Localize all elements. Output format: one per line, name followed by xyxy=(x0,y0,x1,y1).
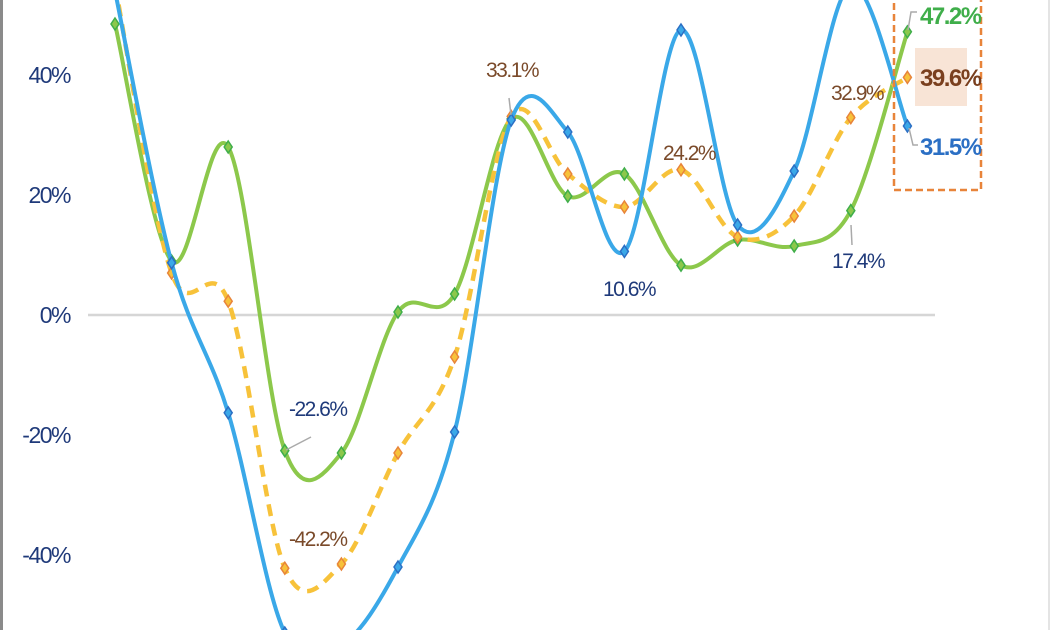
diamond-marker-icon[interactable] xyxy=(619,244,630,259)
window-right-border xyxy=(1048,0,1050,630)
data-label: 17.4% xyxy=(832,250,885,273)
diamond-marker-icon[interactable] xyxy=(845,110,856,125)
diamond-marker-icon[interactable] xyxy=(676,162,686,178)
diamond-marker-icon[interactable] xyxy=(223,139,234,155)
diamond-marker-icon[interactable] xyxy=(789,163,800,179)
y-tick-label: 0% xyxy=(40,302,71,328)
highlight-label-background xyxy=(915,48,967,106)
diamond-marker-icon[interactable] xyxy=(732,217,743,233)
leader-line xyxy=(908,127,918,146)
diamond-marker-icon[interactable] xyxy=(449,349,460,365)
diamond-marker-icon[interactable] xyxy=(902,24,913,40)
last-point-highlight-box xyxy=(892,0,983,192)
leader-line xyxy=(850,224,853,246)
series-orange-series xyxy=(115,0,913,594)
diamond-marker-icon[interactable] xyxy=(336,556,347,572)
data-label: -22.6% xyxy=(289,398,347,421)
diamond-marker-icon[interactable] xyxy=(845,203,856,218)
data-label: 33.1% xyxy=(486,59,539,82)
diamond-marker-icon[interactable] xyxy=(279,560,290,576)
leader-line xyxy=(285,436,312,451)
diamond-marker-icon[interactable] xyxy=(223,293,234,309)
leader-line xyxy=(907,11,917,31)
diamond-marker-icon[interactable] xyxy=(789,238,800,254)
diamond-marker-icon[interactable] xyxy=(166,255,177,271)
end-value-label: 47.2% xyxy=(920,3,982,30)
diamond-marker-icon[interactable] xyxy=(336,445,347,461)
diamond-marker-icon[interactable] xyxy=(902,70,913,85)
diamond-marker-icon[interactable] xyxy=(676,257,686,273)
diamond-marker-icon[interactable] xyxy=(619,166,630,182)
series-line xyxy=(115,0,909,594)
diamond-marker-icon[interactable] xyxy=(789,208,800,224)
diamond-marker-icon[interactable] xyxy=(619,199,630,215)
diamond-marker-icon[interactable] xyxy=(676,22,686,38)
diamond-marker-icon[interactable] xyxy=(562,166,573,182)
window-left-border xyxy=(0,0,3,630)
end-value-label: 31.5% xyxy=(920,134,982,161)
data-label: 10.6% xyxy=(603,278,656,301)
series-line xyxy=(113,23,910,483)
end-labels: 47.2% 39.6% 31.5% xyxy=(907,3,983,161)
y-tick-label: -40% xyxy=(22,542,71,568)
diamond-marker-icon[interactable] xyxy=(562,188,573,204)
y-tick-label: -20% xyxy=(22,422,71,448)
diamond-marker-icon[interactable] xyxy=(223,405,234,421)
y-tick-label: 40% xyxy=(28,62,71,88)
diamond-marker-icon[interactable] xyxy=(562,124,573,140)
y-axis: -40% -20% 0% 20% 40% xyxy=(22,62,72,568)
diamond-marker-icon[interactable] xyxy=(393,445,403,461)
diamond-marker-icon[interactable] xyxy=(110,16,120,32)
leader-line xyxy=(508,97,512,116)
diamond-marker-icon[interactable] xyxy=(449,286,460,302)
diamond-marker-icon[interactable] xyxy=(393,304,403,320)
diamond-marker-icon[interactable] xyxy=(393,559,403,575)
diamond-marker-icon[interactable] xyxy=(449,424,460,440)
series-blue-series xyxy=(114,0,913,630)
data-label: 24.2% xyxy=(663,142,716,165)
end-value-label: 39.6% xyxy=(920,65,982,92)
data-labels: -22.6% -42.2% 33.1% 10.6% 24.2% 32.9% 17.4% xyxy=(285,59,886,551)
diamond-marker-icon[interactable] xyxy=(506,112,517,128)
data-label: -42.2% xyxy=(289,528,347,551)
y-tick-label: 20% xyxy=(28,182,71,208)
data-label: 32.9% xyxy=(831,82,884,105)
diamond-marker-icon[interactable] xyxy=(732,229,743,245)
diamond-marker-icon[interactable] xyxy=(281,625,289,630)
